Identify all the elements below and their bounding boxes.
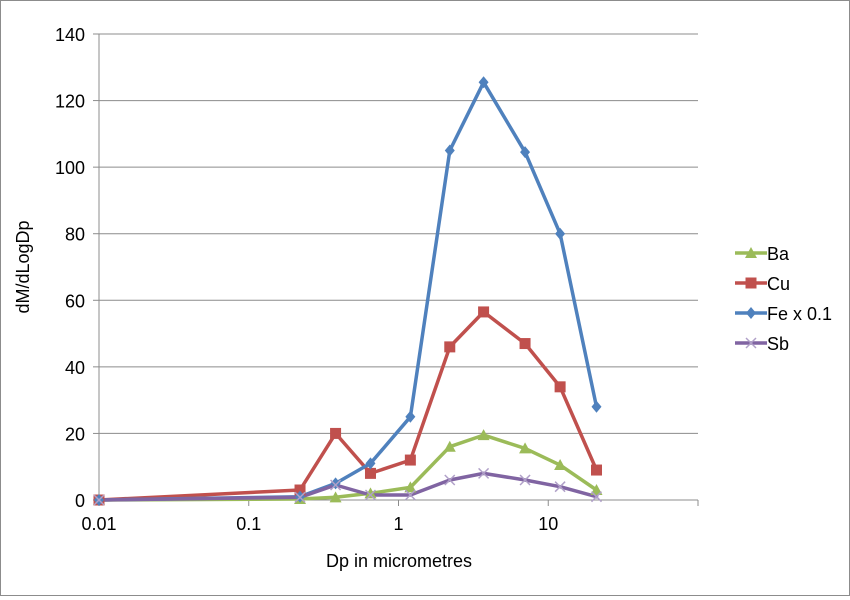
data-point-cu	[554, 381, 566, 393]
data-point-fe-x-0-1	[330, 477, 341, 490]
data-point-fe-x-0-1	[520, 146, 531, 159]
x-tick-label: 0.01	[81, 514, 116, 534]
x-tick-label: 10	[538, 514, 558, 534]
y-tick-label: 40	[65, 358, 85, 378]
data-point-ba	[443, 440, 456, 452]
data-point-cu	[444, 341, 456, 353]
data-point-ba	[364, 487, 377, 499]
series-markers	[93, 76, 603, 506]
series-line-sb	[97, 471, 599, 502]
legend-item-fe-x-0-1: Fe x 0.1	[735, 304, 832, 324]
data-point-fe-x-0-1	[405, 410, 416, 423]
data-point-ba	[477, 429, 490, 441]
x-tick-label: 0.1	[236, 514, 261, 534]
y-tick-label: 80	[65, 225, 85, 245]
legend-item-ba: Ba	[735, 244, 790, 264]
data-point-fe-x-0-1	[555, 227, 566, 240]
axes: 0 20 40 60 80 100 120 140 0.01 0.1 1 10	[55, 25, 699, 534]
gridlines	[99, 33, 698, 434]
data-point-sb	[93, 494, 105, 506]
data-point-cu	[330, 427, 342, 439]
y-tick-label: 0	[75, 491, 85, 511]
legend-item-sb: Sb	[735, 334, 789, 354]
series-line-fe-x-0-1	[97, 80, 599, 502]
legend-swatch-marker	[745, 337, 757, 349]
data-point-cu	[364, 467, 376, 479]
data-point-ba	[329, 491, 342, 503]
data-point-sb	[364, 489, 377, 501]
data-point-fe-x-0-1	[478, 76, 489, 89]
y-axis-title: dM/dLogDp	[13, 220, 33, 313]
data-point-cu	[591, 464, 603, 476]
data-point-sb	[404, 489, 416, 501]
series-line-ba	[97, 433, 599, 502]
data-point-sb	[478, 467, 490, 479]
legend-item-cu: Cu	[735, 274, 790, 294]
series-line-cu	[97, 310, 599, 502]
y-tick-label: 140	[55, 25, 85, 45]
y-tick-label: 120	[55, 92, 85, 112]
data-point-ba	[554, 459, 567, 471]
legend-swatch-marker	[745, 247, 757, 258]
data-point-sb	[554, 481, 566, 493]
legend-label: Cu	[767, 274, 790, 294]
data-point-sb	[590, 491, 603, 503]
data-point-cu	[294, 484, 306, 496]
series-lines	[97, 80, 599, 502]
data-point-fe-x-0-1	[591, 400, 602, 413]
data-point-fe-x-0-1	[444, 144, 455, 157]
x-tick-label: 1	[393, 514, 403, 534]
data-point-sb	[519, 474, 531, 486]
legend-label: Fe x 0.1	[767, 304, 832, 324]
data-point-sb	[294, 491, 306, 503]
data-point-cu	[519, 338, 531, 350]
y-tick-label: 60	[65, 291, 85, 311]
data-point-fe-x-0-1	[365, 457, 376, 470]
y-tick-label: 20	[65, 424, 85, 444]
data-point-cu	[404, 454, 416, 466]
data-point-sb	[444, 474, 456, 486]
legend-swatch-marker	[745, 277, 757, 289]
y-tick-label: 100	[55, 158, 85, 178]
x-axis-title: Dp in micrometres	[326, 551, 472, 571]
data-point-sb	[330, 479, 342, 491]
legend-swatch-marker	[746, 307, 756, 319]
data-point-cu	[478, 306, 490, 318]
data-point-ba	[519, 442, 532, 454]
legend-label: Ba	[767, 244, 790, 264]
legend: Ba Cu Fe x 0.1 Sb	[735, 244, 832, 354]
data-point-ba	[404, 481, 417, 493]
legend-label: Sb	[767, 334, 789, 354]
data-point-ba	[590, 484, 603, 496]
